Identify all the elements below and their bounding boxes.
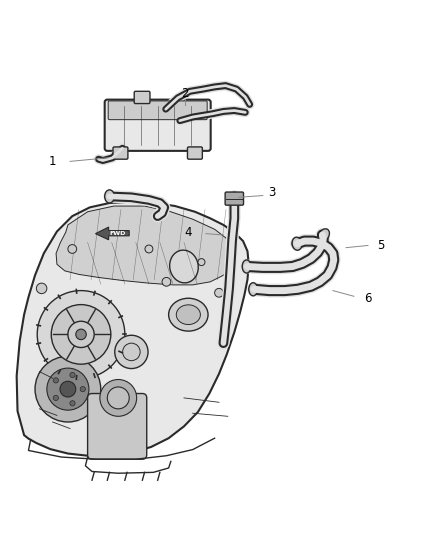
Circle shape (215, 288, 223, 297)
Circle shape (76, 329, 86, 340)
FancyBboxPatch shape (108, 101, 207, 120)
Circle shape (162, 278, 171, 286)
Ellipse shape (170, 250, 198, 283)
Ellipse shape (242, 260, 251, 273)
Polygon shape (17, 201, 249, 456)
Text: 6: 6 (364, 292, 372, 305)
FancyBboxPatch shape (134, 91, 150, 103)
Circle shape (37, 290, 125, 378)
FancyBboxPatch shape (113, 147, 128, 159)
Text: 1: 1 (49, 155, 57, 168)
Circle shape (198, 259, 205, 265)
Circle shape (80, 386, 85, 392)
Text: 2: 2 (181, 87, 189, 100)
Circle shape (115, 335, 148, 368)
Text: 3: 3 (268, 187, 275, 199)
Polygon shape (95, 227, 129, 240)
FancyBboxPatch shape (187, 147, 202, 159)
Circle shape (107, 387, 129, 409)
Ellipse shape (169, 298, 208, 331)
FancyBboxPatch shape (105, 100, 211, 151)
Circle shape (51, 304, 111, 364)
Ellipse shape (292, 237, 302, 251)
Text: 4: 4 (184, 226, 192, 239)
Text: FWD: FWD (109, 231, 126, 236)
Circle shape (53, 395, 58, 400)
Ellipse shape (176, 305, 200, 325)
Circle shape (36, 283, 47, 294)
FancyBboxPatch shape (225, 192, 244, 205)
Circle shape (68, 245, 77, 253)
Text: 5: 5 (378, 239, 385, 252)
Circle shape (47, 368, 89, 410)
FancyBboxPatch shape (88, 393, 147, 459)
Ellipse shape (105, 190, 114, 203)
Ellipse shape (319, 229, 329, 241)
Polygon shape (56, 206, 236, 285)
Circle shape (70, 373, 75, 377)
Circle shape (60, 381, 76, 397)
Circle shape (35, 356, 101, 422)
Circle shape (53, 378, 58, 383)
Circle shape (100, 379, 137, 416)
Ellipse shape (249, 282, 258, 296)
Circle shape (123, 343, 140, 361)
Circle shape (70, 401, 75, 406)
Circle shape (145, 245, 153, 253)
Circle shape (68, 321, 94, 348)
